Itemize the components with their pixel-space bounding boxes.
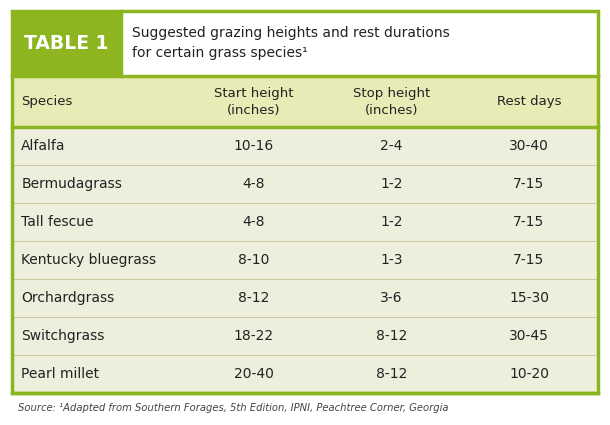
Text: Suggested grazing heights and rest durations
for certain grass species¹: Suggested grazing heights and rest durat… [132,26,450,60]
Bar [12,279,598,317]
Bar [12,165,598,203]
Text: 8-10: 8-10 [238,253,270,267]
Text: 30-40: 30-40 [509,139,549,153]
Text: Orchardgrass: Orchardgrass [21,291,115,305]
Text: 8-12: 8-12 [376,329,407,343]
Bar [121,11,598,76]
Bar [12,355,598,393]
Text: 8-12: 8-12 [376,367,407,381]
Text: 8-12: 8-12 [238,291,270,305]
Bar [12,203,598,241]
Text: 20-40: 20-40 [234,367,274,381]
Bar [12,241,598,279]
Bar [12,11,121,76]
Text: 2-4: 2-4 [380,139,403,153]
Text: 10-16: 10-16 [234,139,274,153]
Bar [12,76,598,128]
Text: Source: ¹Adapted from Southern Forages, 5th Edition, IPNI, Peachtree Corner, Geo: Source: ¹Adapted from Southern Forages, … [18,403,449,413]
Text: Pearl millet: Pearl millet [21,367,99,381]
Text: 30-45: 30-45 [509,329,549,343]
Text: Species: Species [21,95,73,108]
Text: 7-15: 7-15 [514,215,545,229]
Text: 1-2: 1-2 [380,177,403,191]
Text: 1-2: 1-2 [380,215,403,229]
Text: Start height
(inches): Start height (inches) [214,87,293,116]
Text: 1-3: 1-3 [380,253,403,267]
Text: 10-20: 10-20 [509,367,549,381]
Text: Bermudagrass: Bermudagrass [21,177,122,191]
Text: TABLE 1: TABLE 1 [24,34,109,53]
Text: Rest days: Rest days [497,95,561,108]
Text: Alfalfa: Alfalfa [21,139,66,153]
Text: 7-15: 7-15 [514,177,545,191]
Bar [12,317,598,355]
Text: Kentucky bluegrass: Kentucky bluegrass [21,253,157,267]
Text: 18-22: 18-22 [234,329,274,343]
Text: Tall fescue: Tall fescue [21,215,94,229]
Bar [12,128,598,165]
Text: 4-8: 4-8 [243,177,265,191]
Text: 3-6: 3-6 [380,291,403,305]
Text: 15-30: 15-30 [509,291,549,305]
Text: 7-15: 7-15 [514,253,545,267]
Text: 4-8: 4-8 [243,215,265,229]
Text: Switchgrass: Switchgrass [21,329,105,343]
Text: Stop height
(inches): Stop height (inches) [353,87,430,116]
